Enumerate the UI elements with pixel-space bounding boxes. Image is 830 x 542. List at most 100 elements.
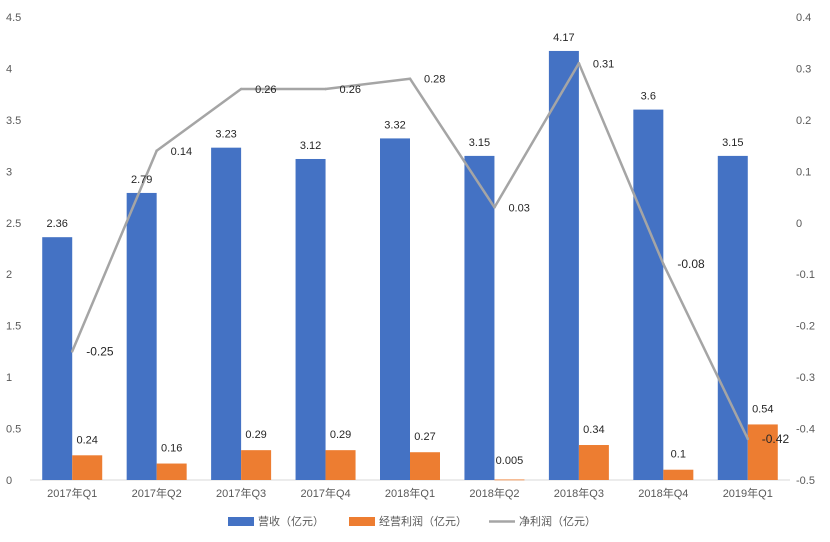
net-profit-line-segment: [70, 149, 158, 353]
legend: 营收（亿元） 经营利润（亿元） 净利润（亿元）: [228, 514, 596, 528]
revenue-data-label: 3.15: [469, 137, 490, 149]
revenue-bar: [42, 237, 73, 480]
category-label: 2017年Q2: [132, 486, 182, 500]
right-tick-label: 0.2: [796, 115, 811, 127]
right-tick-label: 0: [796, 218, 802, 230]
right-tick-label: 0.4: [796, 12, 811, 24]
left-tick-label: 3: [6, 166, 12, 178]
right-tick-label: 0.1: [796, 166, 811, 178]
legend-label: 净利润（亿元）: [519, 514, 596, 528]
revenue-bar: [126, 192, 157, 480]
left-tick-label: 0: [6, 475, 12, 487]
revenue-bar: [464, 155, 495, 480]
operating-profit-data-label: 0.1: [671, 449, 686, 461]
line-series: [70, 62, 750, 441]
net-profit-line-segment: [408, 77, 496, 209]
net-profit-point: [408, 77, 412, 80]
left-tick-label: 1.5: [6, 321, 21, 333]
net-profit-point: [662, 262, 665, 266]
right-tick-label: -0.2: [796, 321, 815, 333]
bar-series: [42, 50, 778, 481]
operating-profit-bar: [325, 450, 356, 480]
operating-profit-data-label: 0.16: [161, 443, 182, 455]
right-tick-label: -0.3: [796, 372, 815, 384]
net-profit-point: [71, 350, 74, 353]
net-profit-line-segment: [155, 87, 243, 153]
revenue-bar: [295, 158, 326, 480]
operating-profit-data-label: 0.005: [496, 455, 524, 467]
revenue-bar: [633, 109, 664, 480]
net-profit-line-segment: [577, 62, 665, 266]
operating-profit-data-label: 0.27: [414, 431, 435, 443]
data-labels: 2.36 2.79 3.23 3.12 3.32 3.15 4.17 3.6 3.15 0.24 0…: [47, 32, 790, 467]
revenue-data-label: 3.12: [300, 140, 321, 152]
operating-profit-bar: [663, 469, 694, 480]
operating-profit-bar: [578, 445, 609, 480]
legend-label: 经营利润（亿元）: [379, 514, 467, 528]
left-tick-label: 4.5: [6, 12, 21, 24]
net-profit-point: [324, 87, 327, 91]
category-label: 2018年Q3: [554, 486, 604, 500]
left-tick-label: 2.5: [6, 218, 21, 230]
revenue-data-label: 3.15: [722, 137, 743, 149]
net-profit-data-label: 0.26: [255, 84, 276, 96]
net-profit-line-segment: [662, 262, 750, 441]
operating-profit-bar: [410, 452, 440, 480]
revenue-data-label: 3.6: [641, 91, 656, 103]
operating-profit-bar: [72, 455, 103, 480]
revenue-bar: [380, 138, 410, 481]
operating-profit-bar: [241, 450, 272, 480]
net-profit-point: [746, 437, 749, 441]
net-profit-data-label: -0.25: [86, 344, 114, 358]
net-profit-data-label: -0.42: [762, 432, 790, 446]
operating-profit-data-label: 0.29: [330, 429, 351, 441]
left-tick-label: 3.5: [6, 115, 21, 127]
net-profit-data-label: 0.26: [340, 84, 361, 96]
right-tick-label: 0.3: [796, 63, 811, 75]
net-profit-point: [493, 206, 496, 209]
net-profit-point: [577, 62, 581, 65]
net-profit-line-segment: [493, 62, 581, 209]
left-tick-label: 2: [6, 269, 12, 281]
net-profit-data-label: 0.28: [424, 74, 445, 86]
operating-profit-data-label: 0.34: [583, 424, 604, 436]
left-tick-label: 4: [6, 63, 12, 75]
operating-profit-bar: [747, 424, 778, 480]
operating-profit-bar: [494, 479, 525, 481]
category-label: 2017年Q4: [300, 486, 350, 500]
revenue-data-label: 4.17: [553, 32, 574, 44]
net-profit-data-label: 0.31: [593, 58, 614, 70]
revenue-bar: [548, 50, 579, 480]
right-tick-label: -0.5: [796, 475, 815, 487]
net-profit-line-segment: [324, 77, 412, 91]
category-label: 2019年Q1: [723, 486, 773, 500]
revenue-data-label: 3.32: [384, 119, 405, 131]
revenue-bar: [211, 147, 242, 480]
category-label: 2017年Q3: [216, 486, 266, 500]
left-tick-label: 1: [6, 372, 12, 384]
net-profit-data-label: 0.14: [171, 146, 192, 158]
right-axis: -0.5 -0.4 -0.3 -0.2 -0.1 0 0.1 0.2 0.3 0.4: [796, 12, 815, 487]
net-profit-data-label: 0.03: [508, 202, 529, 214]
legend-swatch: [349, 517, 375, 526]
operating-profit-data-label: 0.24: [77, 434, 98, 446]
x-axis: 2017年Q1 2017年Q2 2017年Q3 2017年Q4 2018年Q1 2018年…: [47, 486, 773, 500]
net-profit-data-label: -0.08: [677, 257, 705, 271]
revenue-data-label: 3.23: [215, 129, 236, 141]
net-profit-point: [239, 87, 243, 91]
category-label: 2018年Q4: [638, 486, 688, 500]
left-axis: 0 0.5 1 1.5 2 2.5 3 3.5 4 4.5: [6, 12, 21, 487]
category-label: 2017年Q1: [47, 486, 97, 500]
net-profit-point: [155, 149, 158, 152]
legend-swatch: [228, 517, 254, 526]
revenue-data-label: 2.79: [131, 174, 152, 186]
revenue-data-label: 2.36: [47, 218, 68, 230]
category-label: 2018年Q2: [469, 486, 519, 500]
left-tick-label: 0.5: [6, 424, 21, 436]
right-tick-label: -0.1: [796, 269, 815, 281]
category-label: 2018年Q1: [385, 486, 435, 500]
operating-profit-data-label: 0.29: [245, 429, 266, 441]
right-tick-label: -0.4: [796, 424, 815, 436]
operating-profit-data-label: 0.54: [752, 403, 773, 415]
